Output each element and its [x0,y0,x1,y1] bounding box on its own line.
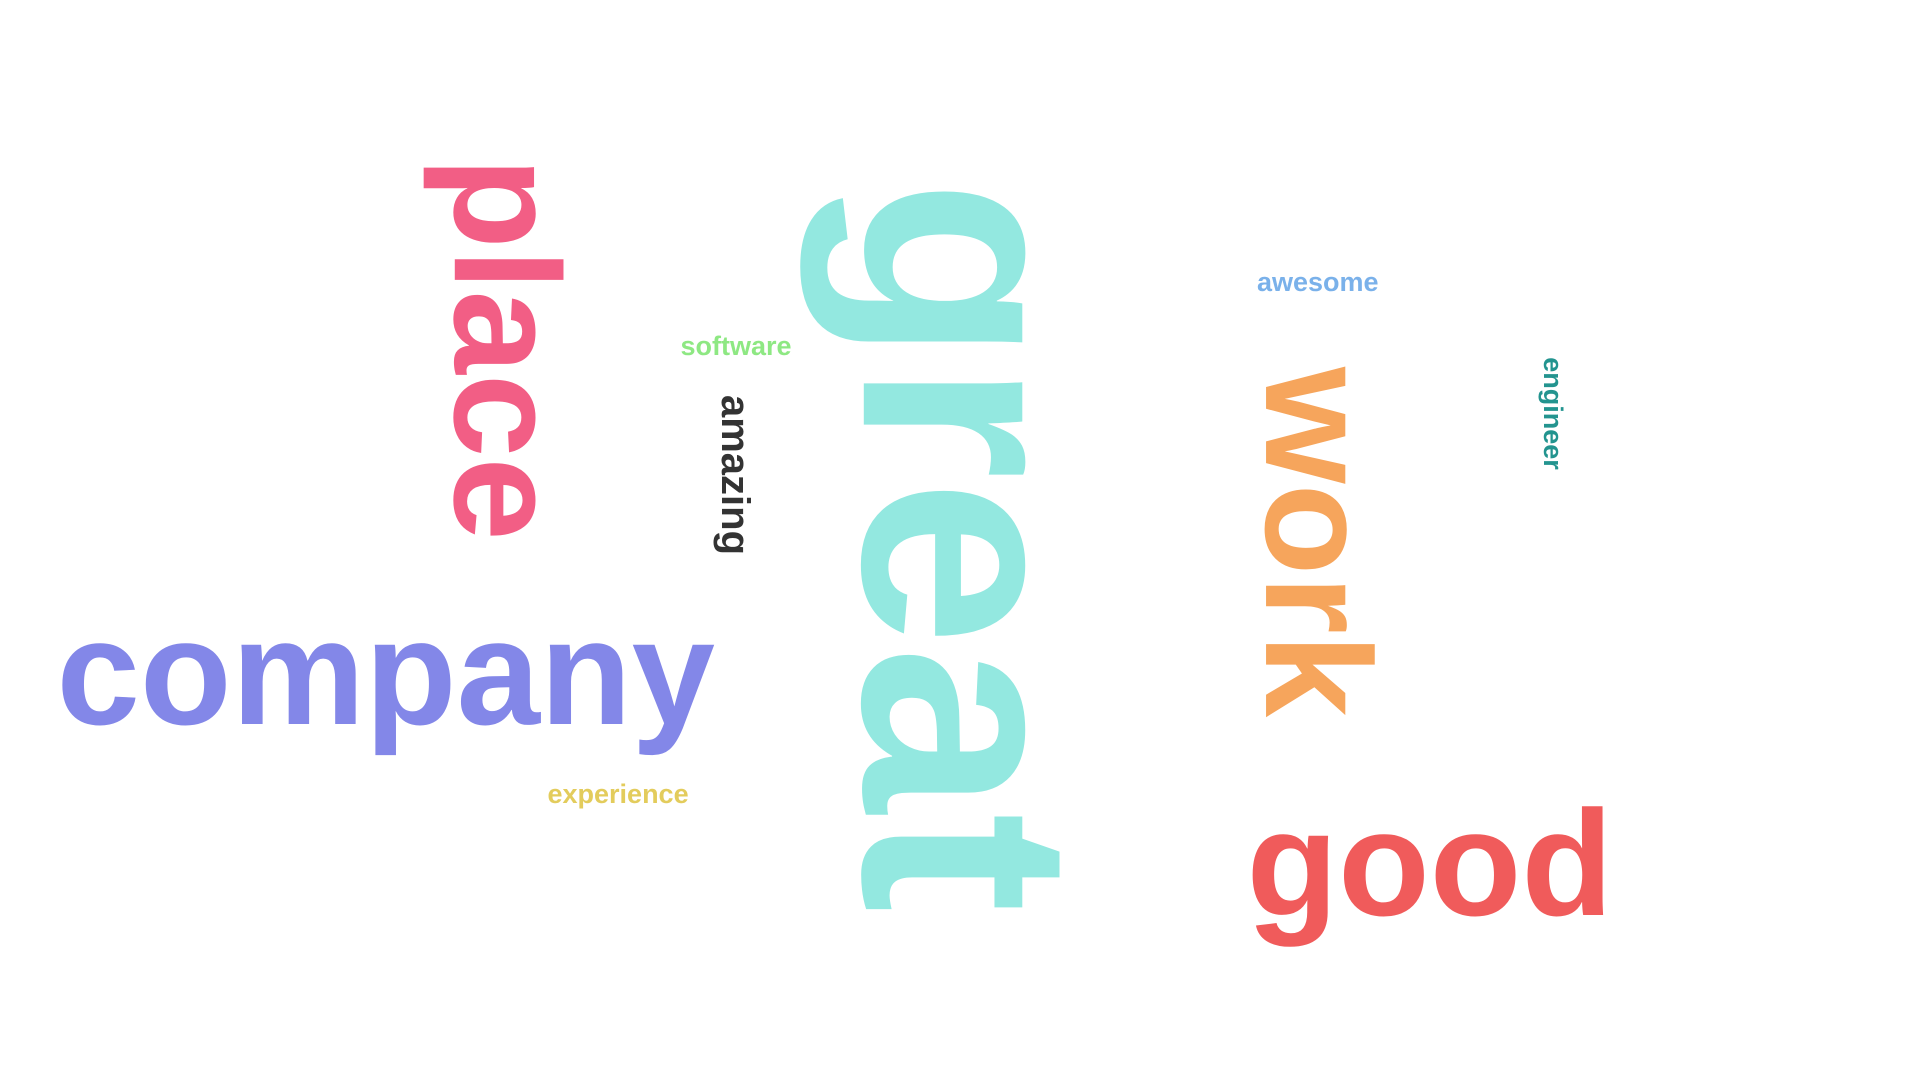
word-amazing: amazing [713,394,758,556]
word-work: work [1234,366,1403,718]
word-great: great [799,179,1136,913]
word-company: company [56,588,716,756]
word-place: place [422,157,591,541]
word-awesome: awesome [1257,266,1379,297]
word-good: good [1246,779,1614,947]
word-engineer: engineer [1537,356,1568,470]
word-experience: experience [547,778,689,809]
word-software: software [680,330,792,361]
